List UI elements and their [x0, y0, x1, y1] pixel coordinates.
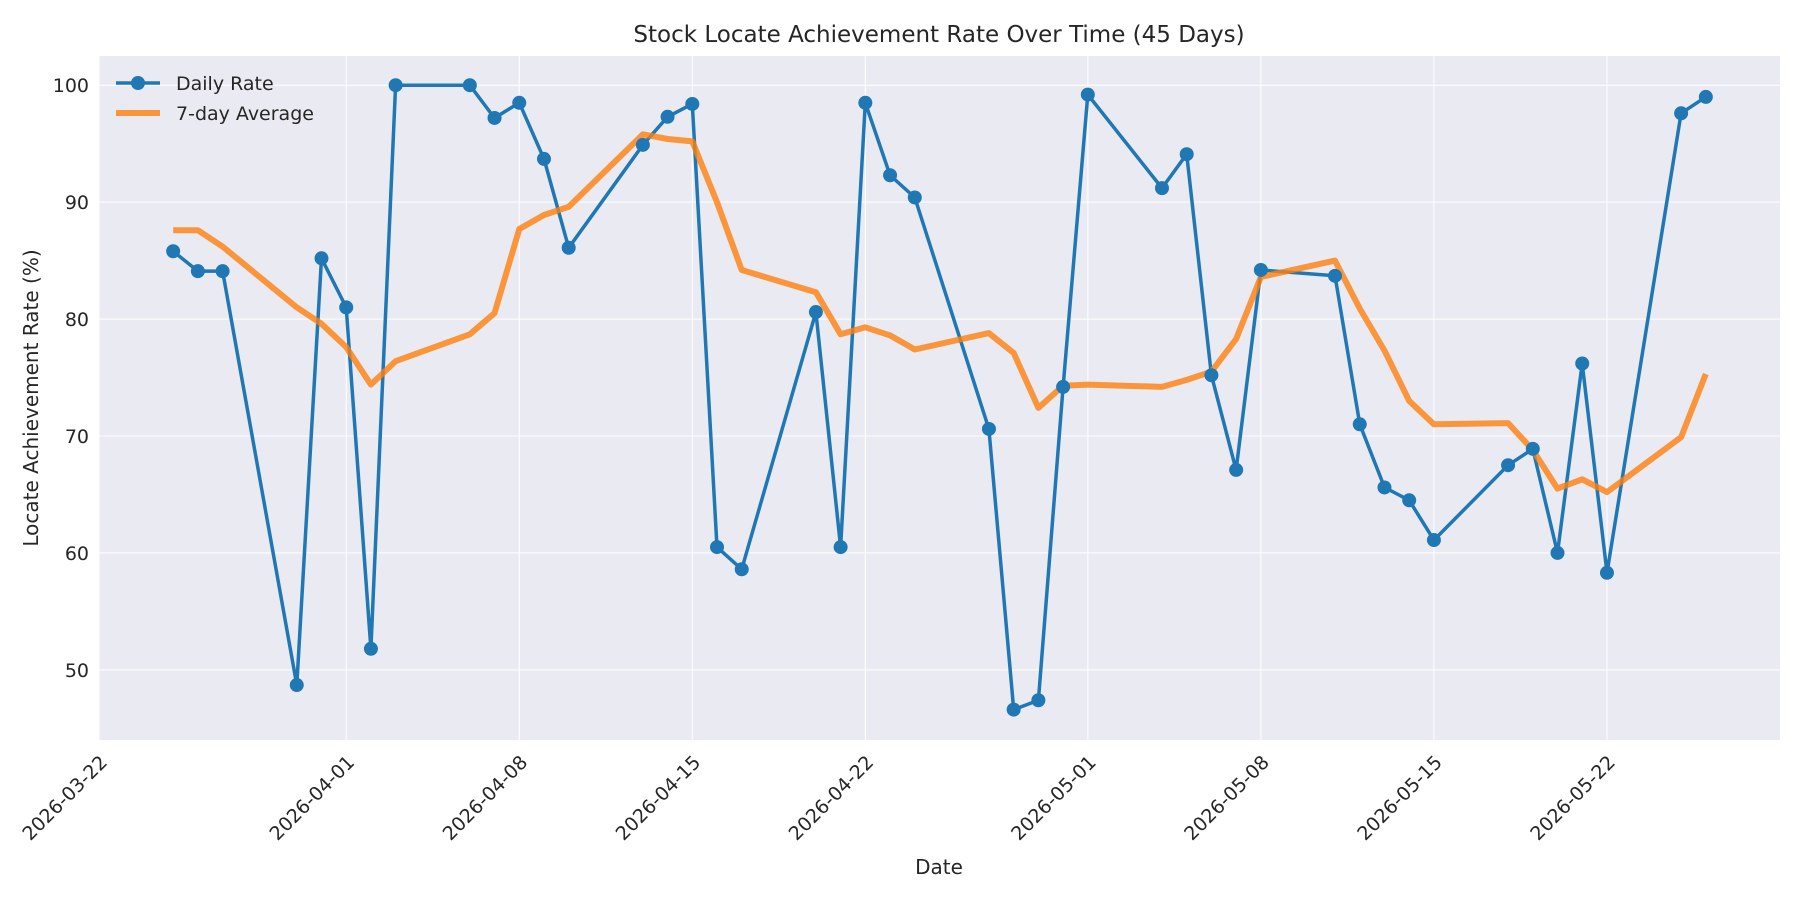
daily-rate-point — [1328, 268, 1343, 283]
legend: Daily Rate 7-day Average — [116, 73, 314, 125]
daily-rate-point — [1501, 458, 1516, 473]
daily-rate-point — [907, 190, 922, 205]
daily-rate-point — [1229, 462, 1244, 477]
y-tick-label: 90 — [65, 192, 89, 214]
daily-rate-point — [536, 151, 551, 166]
daily-rate-point — [166, 244, 181, 259]
daily-rate-point — [561, 240, 576, 255]
daily-rate-point — [1031, 693, 1046, 708]
daily-rate-point — [660, 109, 675, 124]
daily-rate-point — [1426, 533, 1441, 548]
x-tick-label: 2026-05-22 — [1526, 751, 1620, 845]
daily-rate-point — [190, 264, 205, 279]
x-axis-label: Date — [915, 855, 963, 879]
daily-rate-point — [1550, 545, 1565, 560]
daily-rate-point — [1253, 262, 1268, 277]
daily-rate-point — [1575, 356, 1590, 371]
y-tick-label: 50 — [65, 660, 89, 682]
legend-daily-label: Daily Rate — [176, 73, 274, 95]
legend-daily-marker — [131, 76, 145, 90]
daily-rate-point — [1525, 441, 1540, 456]
x-tick-label: 2026-04-08 — [439, 751, 533, 845]
x-tick-label: 2026-04-22 — [785, 751, 879, 845]
daily-rate-point — [314, 251, 329, 266]
plot-area — [99, 56, 1780, 740]
daily-rate-point — [685, 96, 700, 111]
daily-rate-point — [635, 137, 650, 152]
daily-rate-point — [363, 641, 378, 656]
daily-rate-point — [1080, 87, 1095, 102]
daily-rate-point — [1402, 493, 1417, 508]
seven-day-average-line — [173, 131, 1709, 496]
daily-rate-point — [512, 95, 527, 110]
daily-rate-point — [289, 678, 304, 693]
y-tick-label: 70 — [65, 426, 89, 448]
daily-rate-point — [808, 305, 823, 320]
daily-rate-point — [981, 421, 996, 436]
grid-lines — [98, 56, 1780, 740]
daily-rate-point — [1599, 565, 1614, 580]
x-tick-label: 2026-03-22 — [18, 751, 112, 845]
x-tick-label: 2026-05-01 — [1007, 751, 1101, 845]
daily-rate-point — [1204, 368, 1219, 383]
daily-rate-point — [1179, 147, 1194, 162]
daily-rate-point — [1154, 181, 1169, 196]
daily-rate-point — [462, 78, 477, 93]
daily-rate-point — [1006, 702, 1021, 717]
x-tick-label: 2026-04-01 — [266, 751, 360, 845]
x-tick-label: 2026-04-15 — [612, 751, 706, 845]
chart-title: Stock Locate Achievement Rate Over Time … — [633, 22, 1244, 48]
daily-rate-point — [215, 264, 230, 279]
daily-rate-point — [1674, 106, 1689, 121]
y-axis-label: Locate Achievement Rate (%) — [19, 249, 43, 546]
daily-rate-point — [487, 110, 502, 125]
y-tick-label: 60 — [65, 543, 89, 565]
y-tick-label: 100 — [53, 75, 89, 97]
daily-rate-point — [883, 168, 898, 183]
daily-rate-point — [1698, 89, 1713, 104]
daily-rate-point — [858, 95, 873, 110]
daily-rate-point — [1056, 379, 1071, 394]
x-tick-labels: 2026-03-22 2026-04-01 2026-04-08 2026-04-15… — [18, 751, 1620, 845]
y-tick-labels: 50 60 70 80 90 100 — [53, 75, 89, 682]
x-tick-label: 2026-05-15 — [1353, 751, 1447, 845]
daily-rate-point — [1352, 417, 1367, 432]
daily-rate-point — [734, 562, 749, 577]
daily-rate-point — [1377, 480, 1392, 495]
y-tick-label: 80 — [65, 309, 89, 331]
x-tick-label: 2026-05-08 — [1180, 751, 1274, 845]
daily-rate-point — [388, 78, 403, 93]
daily-rate-point — [339, 300, 354, 315]
series-layer — [166, 78, 1713, 717]
daily-rate-point — [833, 540, 848, 555]
legend-average-label: 7-day Average — [176, 103, 314, 125]
daily-rate-point — [710, 540, 725, 555]
